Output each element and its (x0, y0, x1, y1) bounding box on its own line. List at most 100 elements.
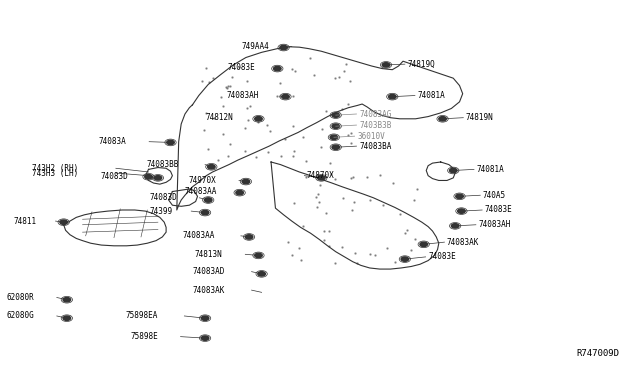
Point (337, 106, 347, 112)
Text: 74083BB: 74083BB (147, 160, 179, 169)
Point (287, 93, 298, 99)
Point (390, 259, 400, 265)
Text: 740A5: 740A5 (483, 191, 506, 200)
Point (223, 83, 233, 89)
Point (346, 140, 356, 145)
Point (241, 78, 252, 84)
Text: 74811: 74811 (13, 217, 36, 225)
Circle shape (449, 168, 457, 173)
Point (365, 197, 376, 203)
Circle shape (202, 211, 209, 215)
Point (341, 61, 351, 67)
Point (406, 247, 416, 253)
Point (199, 127, 209, 133)
Point (348, 207, 358, 213)
Point (324, 160, 335, 166)
Point (321, 210, 332, 216)
Text: 74813N: 74813N (195, 250, 223, 259)
Point (209, 115, 220, 121)
Text: 74083AH: 74083AH (226, 91, 259, 100)
Point (343, 132, 353, 138)
Point (312, 204, 322, 210)
Text: 74812N: 74812N (205, 113, 234, 122)
Point (207, 75, 218, 81)
Text: 74083AH: 74083AH (478, 220, 511, 229)
Circle shape (242, 179, 250, 184)
Text: 62080G: 62080G (6, 311, 34, 320)
Text: 74083BA: 74083BA (359, 142, 392, 151)
Circle shape (382, 62, 390, 67)
Circle shape (255, 253, 262, 258)
Point (334, 74, 344, 80)
Point (301, 158, 312, 164)
Text: 743H3 (LH): 743H3 (LH) (32, 169, 78, 177)
Point (317, 126, 327, 132)
Text: 74083AG: 74083AG (359, 109, 392, 119)
Circle shape (145, 174, 152, 179)
Text: 74083D: 74083D (100, 172, 129, 181)
Circle shape (63, 316, 70, 320)
Point (339, 68, 349, 74)
Point (280, 137, 290, 142)
Text: 74083D: 74083D (149, 193, 177, 202)
Point (294, 245, 304, 251)
Point (308, 72, 319, 78)
Text: 74819N: 74819N (466, 113, 493, 122)
Circle shape (202, 316, 209, 320)
Point (288, 123, 298, 129)
Text: 74083AA: 74083AA (184, 187, 216, 196)
Point (253, 119, 263, 125)
Point (350, 250, 360, 256)
Text: 36010V: 36010V (357, 132, 385, 141)
Point (316, 144, 326, 150)
Point (220, 84, 230, 90)
Text: 749AA4: 749AA4 (241, 42, 269, 51)
Point (378, 202, 388, 208)
Point (287, 66, 297, 72)
Point (313, 174, 323, 180)
Text: 74083A: 74083A (99, 137, 127, 146)
Point (338, 196, 348, 202)
Point (289, 148, 300, 154)
Circle shape (439, 116, 446, 121)
Point (271, 93, 282, 99)
Text: 74399: 74399 (149, 206, 172, 216)
Point (330, 75, 340, 81)
Point (337, 244, 347, 250)
Point (197, 78, 207, 84)
Circle shape (236, 190, 243, 195)
Point (305, 55, 315, 61)
Circle shape (273, 66, 281, 71)
Point (218, 103, 228, 109)
Circle shape (154, 176, 162, 180)
Point (365, 251, 375, 257)
Point (301, 174, 311, 180)
Circle shape (167, 140, 174, 145)
Point (348, 174, 358, 180)
Circle shape (245, 235, 253, 239)
Circle shape (332, 145, 340, 150)
Point (311, 194, 321, 200)
Point (330, 176, 340, 182)
Circle shape (330, 135, 338, 140)
Text: 74083AD: 74083AD (193, 267, 225, 276)
Point (346, 78, 356, 84)
Circle shape (60, 220, 67, 224)
Point (213, 157, 223, 163)
Point (298, 224, 308, 230)
Point (203, 146, 213, 152)
Text: 74083AK: 74083AK (447, 238, 479, 247)
Point (314, 199, 324, 205)
Text: 74081A: 74081A (477, 165, 504, 174)
Circle shape (451, 224, 459, 228)
Circle shape (255, 116, 262, 121)
Point (201, 110, 211, 116)
Circle shape (420, 242, 428, 247)
Point (326, 171, 337, 177)
Point (410, 236, 420, 242)
Point (225, 83, 236, 89)
Point (201, 65, 211, 71)
Text: 75898E: 75898E (130, 332, 158, 341)
Point (296, 257, 307, 263)
Circle shape (258, 272, 266, 276)
